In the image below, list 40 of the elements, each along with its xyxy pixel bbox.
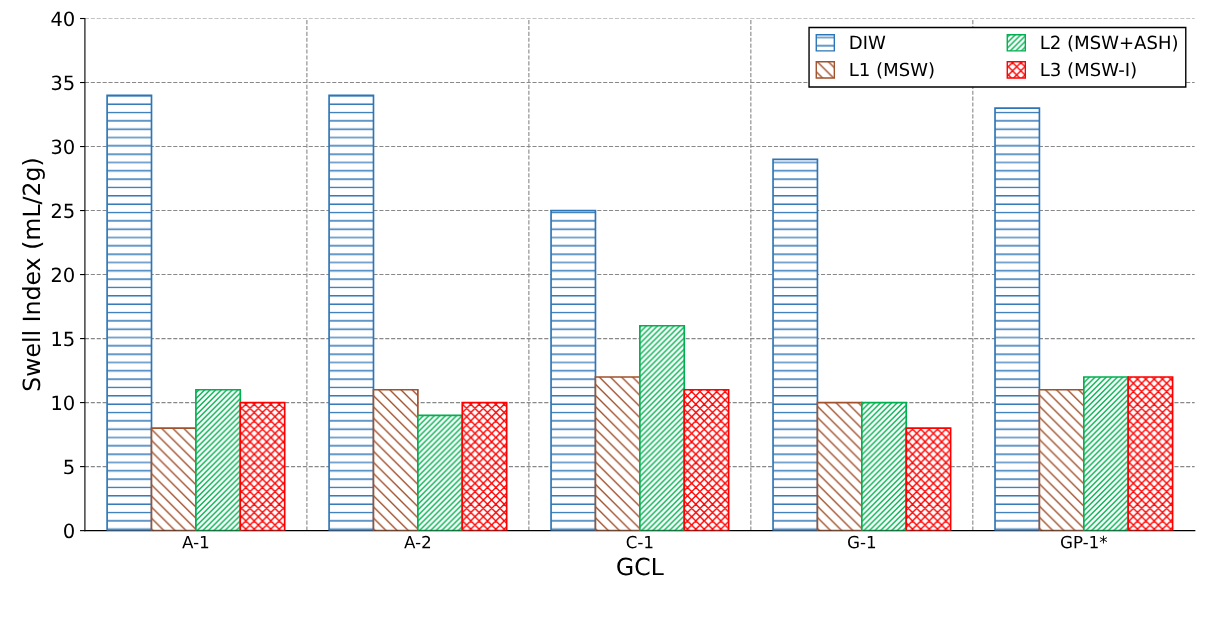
legend-label: L1 (MSW) bbox=[850, 62, 934, 79]
bar bbox=[417, 414, 464, 531]
bar bbox=[372, 388, 419, 531]
bar bbox=[106, 94, 153, 531]
x-tick-label: A-2 bbox=[404, 535, 431, 549]
x-tick-label: GP-1* bbox=[1060, 535, 1108, 549]
bar bbox=[905, 427, 952, 531]
x-tick-label: A-1 bbox=[182, 535, 209, 549]
bar bbox=[994, 107, 1041, 531]
bar bbox=[239, 401, 286, 531]
bar bbox=[550, 209, 597, 531]
bar bbox=[461, 401, 508, 531]
y-axis-title: Swell Index (mL/2g) bbox=[22, 159, 45, 391]
bar bbox=[150, 427, 197, 531]
bar bbox=[639, 324, 686, 531]
y-tick-label: 10 bbox=[52, 395, 74, 411]
bar bbox=[1127, 376, 1174, 531]
y-tick-label: 5 bbox=[64, 459, 74, 475]
bar bbox=[816, 401, 863, 531]
x-axis-title: GCL bbox=[617, 557, 664, 576]
bar bbox=[861, 401, 908, 531]
bar bbox=[772, 158, 819, 531]
legend-label: L2 (MSW+ASH) bbox=[1041, 35, 1177, 52]
y-tick-label: 40 bbox=[51, 11, 74, 27]
bar bbox=[195, 388, 242, 531]
x-tick-label: C-1 bbox=[626, 535, 653, 549]
y-tick-label: 30 bbox=[51, 139, 74, 155]
bar bbox=[594, 376, 641, 531]
x-tick-label: G-1 bbox=[848, 535, 876, 549]
y-tick-label: 35 bbox=[51, 75, 74, 91]
bar bbox=[1038, 388, 1085, 531]
bar bbox=[683, 388, 730, 531]
legend-label: L3 (MSW-I) bbox=[1041, 62, 1136, 79]
y-tick-label: 15 bbox=[52, 331, 74, 347]
bar bbox=[1082, 376, 1130, 531]
y-tick-label: 20 bbox=[51, 267, 74, 283]
y-tick-label: 25 bbox=[51, 203, 74, 219]
bar bbox=[328, 94, 375, 531]
legend-label: DIW bbox=[850, 35, 886, 50]
y-tick-label: 0 bbox=[64, 523, 74, 539]
